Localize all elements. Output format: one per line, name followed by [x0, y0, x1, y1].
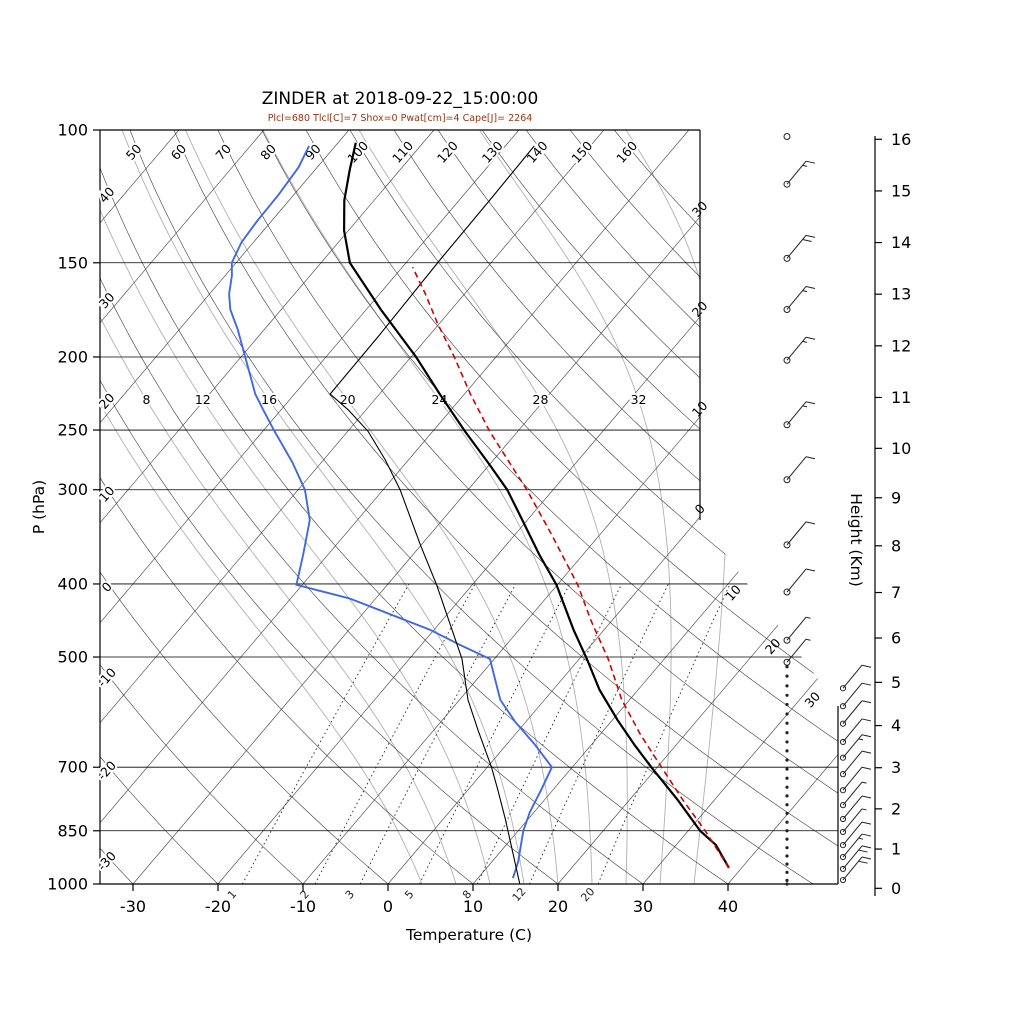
svg-text:12: 12 — [195, 392, 211, 407]
svg-text:15: 15 — [891, 181, 911, 200]
svg-text:30: 30 — [689, 198, 711, 220]
svg-text:30: 30 — [801, 689, 823, 711]
svg-text:40: 40 — [718, 897, 738, 916]
svg-text:80: 80 — [257, 141, 279, 163]
svg-text:30: 30 — [96, 289, 118, 311]
sounding-profiles — [228, 142, 730, 884]
svg-text:13: 13 — [891, 285, 911, 304]
svg-text:300: 300 — [57, 480, 88, 499]
chart-render-root: 50 60 70 80 90 100 110 120 130 140 150 160403020100… — [47, 121, 911, 917]
svg-text:24: 24 — [432, 392, 448, 407]
svg-text:8: 8 — [891, 536, 901, 555]
svg-text:10: 10 — [463, 897, 483, 916]
svg-text:10: 10 — [96, 483, 118, 505]
svg-text:60: 60 — [168, 141, 190, 163]
svg-text:850: 850 — [57, 821, 88, 840]
xaxis-title: Temperature (C) — [405, 926, 532, 944]
svg-text:-10: -10 — [290, 897, 316, 916]
svg-text:20: 20 — [689, 298, 711, 320]
svg-text:140: 140 — [524, 138, 551, 166]
svg-text:500: 500 — [57, 648, 88, 667]
chart-title: ZINDER at 2018-09-22_15:00:00 — [262, 89, 539, 109]
svg-text:12: 12 — [510, 885, 529, 904]
svg-text:28: 28 — [533, 392, 549, 407]
wind-barbs — [783, 132, 872, 886]
svg-text:10: 10 — [722, 582, 744, 604]
svg-text:10: 10 — [891, 439, 911, 458]
svg-text:3: 3 — [891, 758, 901, 777]
svg-text:30: 30 — [633, 897, 653, 916]
pressure-gridlines — [100, 130, 838, 884]
svg-text:150: 150 — [57, 253, 88, 272]
parcel-stats-subtitle: Plcl=680 Tlcl[C]=7 Shox=0 Pwat[cm]=4 Cap… — [268, 113, 533, 124]
svg-text:32: 32 — [631, 392, 647, 407]
svg-text:6: 6 — [891, 629, 901, 648]
svg-text:2: 2 — [891, 799, 901, 818]
svg-text:0: 0 — [891, 879, 901, 898]
parcel_ascent-curve — [411, 266, 730, 869]
svg-text:20: 20 — [96, 390, 118, 412]
svg-text:12: 12 — [891, 336, 911, 355]
svg-text:700: 700 — [57, 758, 88, 777]
svg-text:11: 11 — [891, 388, 911, 407]
svg-text:100: 100 — [57, 121, 88, 140]
svg-text:160: 160 — [613, 138, 640, 166]
svg-text:20: 20 — [762, 635, 784, 657]
dewpoint-curve — [228, 145, 554, 879]
svg-text:7: 7 — [891, 583, 901, 602]
svg-text:-30: -30 — [94, 848, 119, 873]
moist-adiabats — [100, 130, 728, 884]
svg-text:70: 70 — [212, 141, 234, 163]
svg-text:5: 5 — [402, 888, 416, 902]
svg-text:100: 100 — [344, 138, 371, 166]
svg-text:20: 20 — [578, 885, 597, 904]
svg-text:10: 10 — [689, 398, 711, 420]
svg-text:9: 9 — [891, 488, 901, 507]
svg-text:120: 120 — [434, 138, 461, 166]
svg-text:110: 110 — [389, 138, 416, 166]
plot-background — [100, 130, 838, 884]
svg-text:150: 150 — [568, 138, 595, 166]
svg-text:1000: 1000 — [47, 875, 88, 894]
svg-text:5: 5 — [891, 673, 901, 692]
temperature-curve — [342, 142, 730, 869]
secondary_profile-curve — [329, 145, 535, 884]
svg-text:1: 1 — [891, 840, 901, 859]
svg-text:200: 200 — [57, 347, 88, 366]
svg-text:130: 130 — [479, 138, 506, 166]
svg-text:16: 16 — [891, 130, 911, 149]
left-yaxis-title: P (hPa) — [30, 480, 48, 534]
svg-text:3: 3 — [343, 888, 357, 902]
svg-text:-20: -20 — [205, 897, 231, 916]
svg-text:50: 50 — [123, 141, 145, 163]
svg-text:20: 20 — [548, 897, 568, 916]
svg-text:400: 400 — [57, 574, 88, 593]
right-yaxis-title: Height (Km) — [847, 493, 865, 587]
svg-text:250: 250 — [57, 421, 88, 440]
svg-text:-10: -10 — [94, 665, 119, 690]
svg-text:-30: -30 — [120, 897, 146, 916]
svg-text:16: 16 — [261, 392, 277, 407]
svg-text:8: 8 — [143, 392, 151, 407]
svg-text:14: 14 — [891, 233, 911, 252]
isotherms — [100, 130, 838, 884]
svg-text:0: 0 — [383, 897, 393, 916]
background-line-labels: 50 60 70 80 90 100 110 120 130 140 150 160403020100… — [92, 136, 823, 904]
plot-frame — [99, 129, 839, 885]
svg-text:-20: -20 — [94, 758, 119, 783]
svg-text:4: 4 — [891, 716, 901, 735]
dry-adiabats — [100, 130, 838, 884]
